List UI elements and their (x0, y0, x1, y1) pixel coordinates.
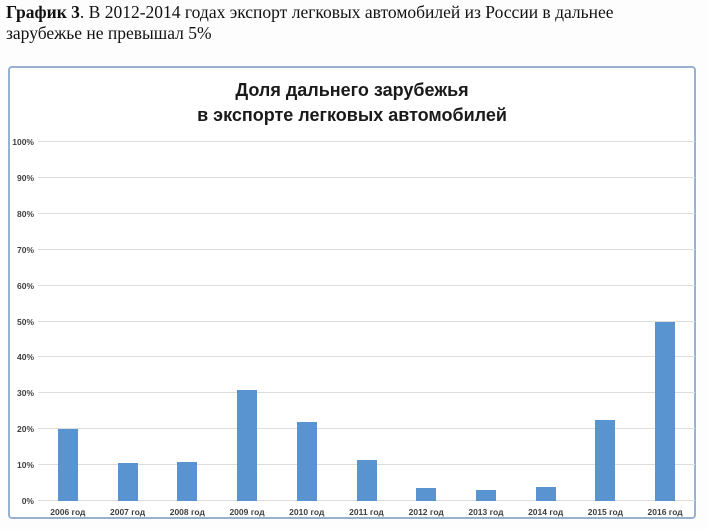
bar-2011 (356, 460, 377, 501)
gridline-90% (38, 176, 695, 178)
chart-title: Доля дальнего зарубежья в экспорте легко… (10, 78, 694, 128)
x-axis-label-2013: 2013 год (468, 507, 504, 517)
gridline-50% (38, 320, 695, 322)
bar-2013 (475, 490, 496, 501)
y-axis-tick-label-10%: 10% (16, 460, 34, 471)
x-axis-label-2009: 2009 год (229, 507, 265, 517)
y-axis-tick-label-40%: 40% (16, 352, 34, 363)
bar-2014 (535, 486, 556, 501)
y-axis-tick-label-80%: 80% (16, 208, 34, 219)
y-axis-tick-label-60%: 60% (16, 280, 34, 291)
gridline-20% (38, 428, 695, 430)
bar-2008 (177, 461, 198, 501)
bar-2010 (296, 422, 317, 501)
y-axis-tick-label-50%: 50% (16, 316, 34, 327)
bar-2016 (655, 321, 676, 501)
y-axis-tick-label-20%: 20% (16, 424, 34, 435)
figure-caption: График 3. В 2012-2014 годах экспорт легк… (6, 2, 682, 44)
x-axis-label-2006: 2006 год (50, 507, 86, 517)
bar-2015 (595, 420, 616, 501)
plot-area (38, 141, 695, 501)
y-axis-tick-label-30%: 30% (16, 388, 34, 399)
x-axis-label-2011: 2011 год (349, 507, 384, 517)
x-axis-label-2012: 2012 год (408, 507, 444, 517)
chart-title-line-1: Доля дальнего зарубежья (235, 80, 469, 100)
y-axis-tick-label-90%: 90% (16, 172, 34, 183)
gridline-80% (38, 212, 695, 214)
figure-caption-text: . В 2012-2014 годах экспорт легковых авт… (6, 2, 614, 43)
bar-2006 (57, 429, 78, 501)
bar-chart: Доля дальнего зарубежья в экспорте легко… (8, 66, 696, 519)
x-axis-label-2008: 2008 год (169, 507, 205, 517)
y-axis-tick-label-0%: 0% (21, 496, 34, 506)
gridline-70% (38, 248, 695, 250)
x-axis-label-2016: 2016 год (647, 507, 683, 517)
x-axis-label-2007: 2007 год (109, 507, 146, 517)
x-axis-label-2010: 2010 год (289, 507, 325, 517)
y-axis-tick-label-100%: 100% (12, 137, 34, 147)
y-axis-tick-label-70%: 70% (16, 244, 34, 255)
gridline-40% (38, 356, 695, 358)
figure-caption-number: График 3 (6, 2, 80, 22)
gridline-30% (38, 392, 695, 394)
gridline-60% (38, 284, 695, 286)
x-axis-label-2015: 2015 год (587, 507, 623, 517)
gridline-100% (38, 141, 695, 142)
chart-title-line-2: в экспорте легковых автомобилей (197, 105, 507, 125)
bar-2007 (117, 463, 138, 501)
bar-2009 (237, 389, 258, 501)
bar-2012 (416, 487, 437, 501)
x-axis-label-2014: 2014 год (528, 507, 564, 517)
